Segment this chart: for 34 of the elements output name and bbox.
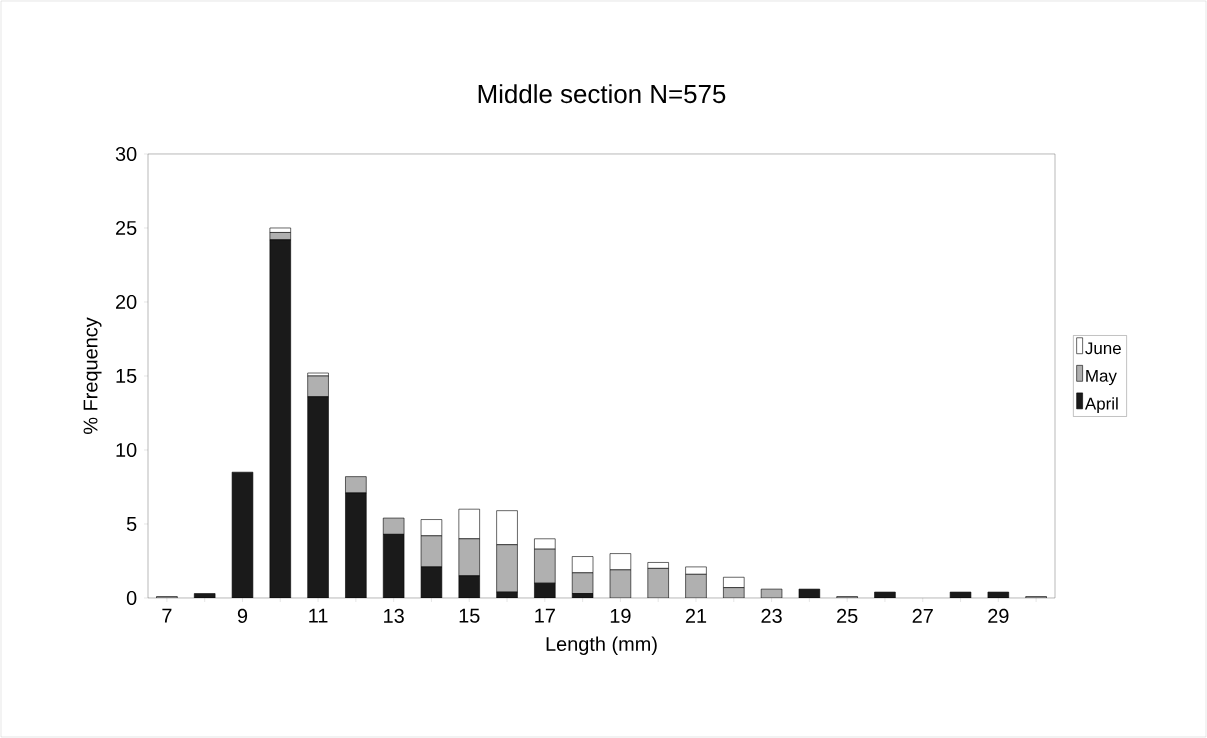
bar <box>458 575 480 598</box>
y-axis-title: % Frequency <box>83 317 102 434</box>
legend-label: May <box>1086 369 1117 386</box>
x-tick-label: 27 <box>912 608 933 623</box>
y-tick-label: 5 <box>126 517 137 531</box>
y-tick-label: 30 <box>115 146 137 162</box>
bar <box>269 239 291 598</box>
x-tick-label: 13 <box>384 608 404 623</box>
x-tick-label: 9 <box>237 608 248 623</box>
x-tick-label: 15 <box>459 608 480 623</box>
y-tick-label: 15 <box>116 369 137 383</box>
x-tick-label: 23 <box>761 608 782 623</box>
x-tick-label: 21 <box>685 608 707 623</box>
y-tick-label: 25 <box>116 220 137 236</box>
bar <box>231 471 254 598</box>
y-tick-label: 10 <box>116 442 137 458</box>
x-axis-title: Length (mm) <box>546 636 657 655</box>
legend-label: June <box>1085 342 1121 355</box>
y-tick-label: 0 <box>126 590 137 606</box>
chart-title: Middle section N=575 <box>478 84 726 104</box>
x-tick-label: 11 <box>309 608 328 623</box>
x-tick-label: 7 <box>162 608 172 623</box>
bar <box>307 396 329 598</box>
x-tick-label: 19 <box>610 608 631 623</box>
bar <box>382 517 405 535</box>
x-tick-label: 17 <box>535 608 555 623</box>
bar <box>760 588 783 598</box>
bar <box>345 476 367 494</box>
x-tick-label: 25 <box>837 608 858 623</box>
y-tick-label: 20 <box>116 294 137 310</box>
legend-label: April <box>1084 397 1118 414</box>
bar <box>345 492 367 598</box>
x-tick-label: 29 <box>988 608 1009 623</box>
bar <box>307 375 329 397</box>
